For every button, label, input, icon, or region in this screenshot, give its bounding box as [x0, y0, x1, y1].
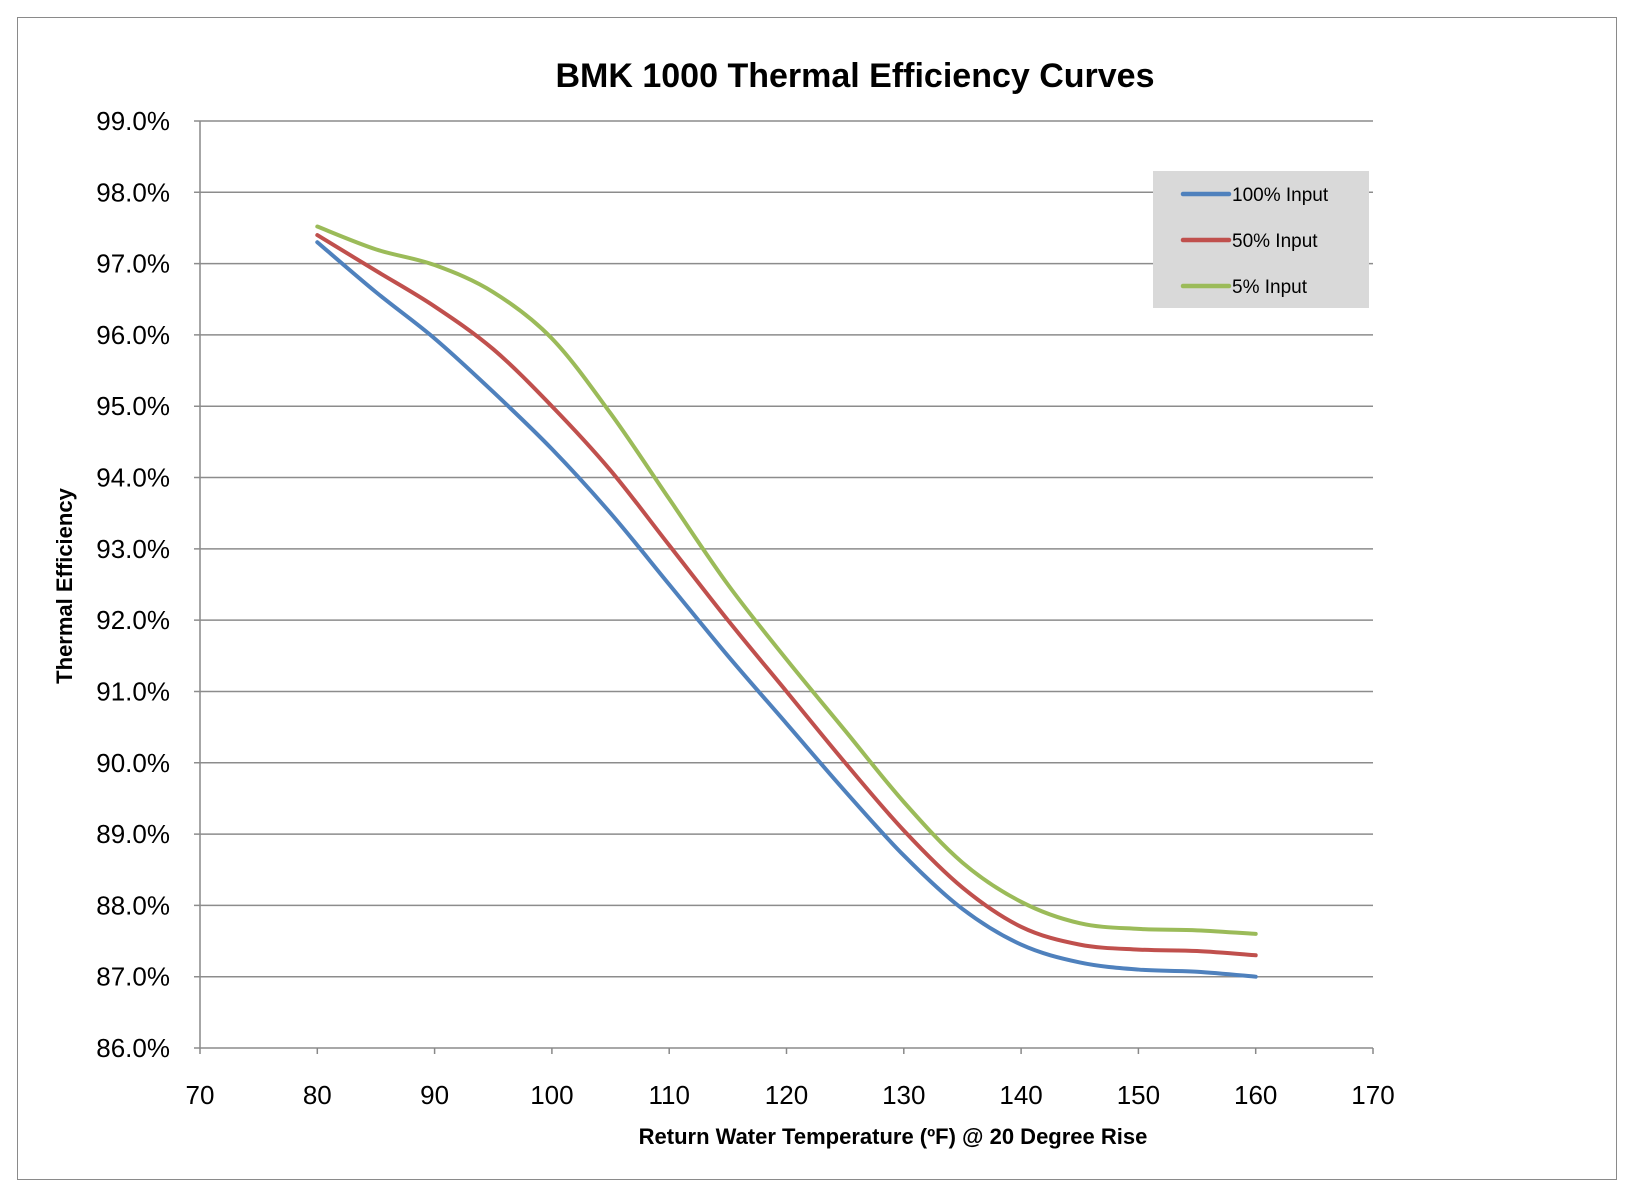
- y-tick-label: 87.0%: [96, 962, 170, 992]
- series-line-100-input: [315, 240, 1258, 979]
- x-tick-label: 80: [303, 1080, 332, 1110]
- y-tick-label: 98.0%: [96, 177, 170, 207]
- x-tick-label: 140: [999, 1080, 1042, 1110]
- x-tick-label: 120: [765, 1080, 808, 1110]
- y-tick-label: 93.0%: [96, 534, 170, 564]
- x-tick-label: 110: [648, 1080, 689, 1110]
- y-tick-label: 88.0%: [96, 890, 170, 920]
- y-tick-label: 92.0%: [96, 605, 170, 635]
- y-tick-label: 95.0%: [96, 391, 170, 421]
- series-line-5-input: [315, 224, 1258, 936]
- x-axis-label: Return Water Temperature (ºF) @ 20 Degre…: [639, 1124, 1148, 1149]
- chart-frame: [17, 17, 1617, 1180]
- y-tick-label: 97.0%: [96, 249, 170, 279]
- legend-label: 100% Input: [1232, 185, 1329, 206]
- x-tick-label: 130: [882, 1080, 925, 1110]
- y-tick-label: 86.0%: [96, 1033, 170, 1063]
- legend-label: 50% Input: [1232, 231, 1318, 252]
- x-tick-label: 100: [530, 1080, 573, 1110]
- y-tick-label: 94.0%: [96, 463, 170, 493]
- x-tick-label: 170: [1351, 1080, 1394, 1110]
- x-tick-label: 70: [186, 1080, 215, 1110]
- x-tick-label: 160: [1234, 1080, 1277, 1110]
- series-line-50-input: [315, 233, 1258, 958]
- y-tick-label: 90.0%: [96, 748, 170, 778]
- x-tick-label: 150: [1117, 1080, 1160, 1110]
- y-tick-label: 91.0%: [96, 676, 170, 706]
- chart-title: BMK 1000 Thermal Efficiency Curves: [555, 57, 1154, 95]
- y-tick-label: 89.0%: [96, 819, 170, 849]
- legend-label: 5% Input: [1232, 277, 1308, 298]
- x-tick-label: 90: [420, 1080, 449, 1110]
- y-tick-label: 99.0%: [96, 106, 170, 136]
- y-tick-label: 96.0%: [96, 320, 170, 350]
- legend: 100% Input 50% Input 5% Input: [1153, 171, 1369, 308]
- y-axis-label: Thermal Efficiency: [52, 487, 77, 683]
